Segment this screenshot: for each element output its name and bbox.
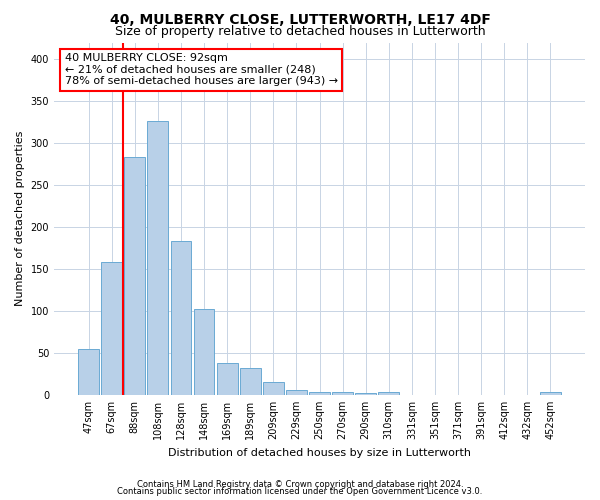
Bar [194, 308, 214, 395]
Bar [309, 392, 330, 395]
Bar [240, 368, 260, 395]
Bar [124, 158, 145, 395]
Bar [170, 240, 191, 395]
Bar [101, 262, 122, 395]
Bar [148, 120, 168, 395]
Bar [540, 392, 561, 395]
Text: Size of property relative to detached houses in Lutterworth: Size of property relative to detached ho… [115, 25, 485, 38]
Bar [263, 382, 284, 395]
Text: Contains public sector information licensed under the Open Government Licence v3: Contains public sector information licen… [118, 487, 482, 496]
Text: 40, MULBERRY CLOSE, LUTTERWORTH, LE17 4DF: 40, MULBERRY CLOSE, LUTTERWORTH, LE17 4D… [110, 12, 490, 26]
Bar [355, 394, 376, 395]
Text: 40 MULBERRY CLOSE: 92sqm
← 21% of detached houses are smaller (248)
78% of semi-: 40 MULBERRY CLOSE: 92sqm ← 21% of detach… [65, 53, 338, 86]
Bar [286, 390, 307, 395]
Bar [78, 349, 99, 395]
Y-axis label: Number of detached properties: Number of detached properties [15, 131, 25, 306]
Text: Contains HM Land Registry data © Crown copyright and database right 2024.: Contains HM Land Registry data © Crown c… [137, 480, 463, 489]
X-axis label: Distribution of detached houses by size in Lutterworth: Distribution of detached houses by size … [168, 448, 471, 458]
Bar [217, 363, 238, 395]
Bar [379, 392, 399, 395]
Bar [332, 392, 353, 395]
